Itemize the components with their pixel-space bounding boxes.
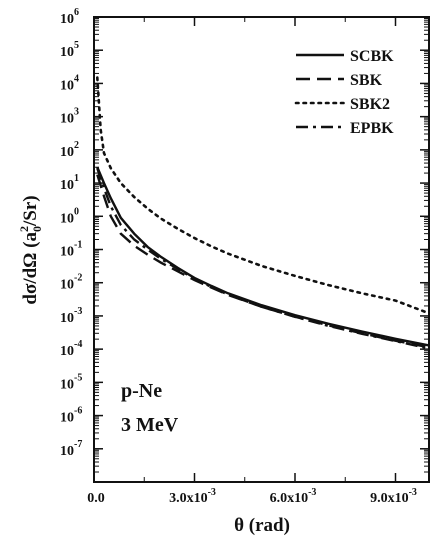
y-tick-label: 106 [60,7,79,27]
y-tick-exponent: 2 [74,140,79,151]
y-tick-label: 10-3 [60,306,82,326]
x-axis-ticks: 0.0 3.0x10-3 6.0x10-3 9.0x10-3 [87,17,417,506]
x-tick-label: 9.0x10-3 [370,487,417,506]
y-tick-label: 10-6 [60,406,82,426]
y-tick-label: 101 [60,173,79,193]
y-tick-label: 10-1 [60,240,82,260]
y-tick-exponent: 5 [74,40,79,51]
y-axis-label-tail: /Sr) [20,195,41,227]
y-axis-label-sup: 2 [17,226,31,232]
y-tick-exponent: -7 [74,439,82,450]
x-tick-label: 6.0x10-3 [270,487,317,506]
y-tick-label: 104 [60,73,79,93]
y-tick-label: 10-4 [60,339,82,359]
series-line-epbk [96,167,430,350]
annotation-system: p-Ne [121,380,162,402]
y-tick-label: 103 [60,107,79,127]
legend-label-scbk: SCBK [350,48,394,65]
annotation-energy: 3 MeV [121,414,179,436]
y-tick-label: 10-5 [60,372,82,392]
x-axis-label: θ (rad) [234,515,290,536]
y-tick-exponent: 4 [74,73,79,84]
legend-label-sbk: SBK [350,72,383,89]
x-tick-exponent: -3 [208,487,216,498]
y-tick-label: 102 [60,140,79,160]
y-tick-label: 10-2 [60,273,82,293]
y-tick-exponent: 6 [74,7,79,18]
y-tick-exponent: 1 [74,173,79,184]
y-tick-exponent: -2 [74,273,82,284]
y-axis-label-main: dσ/dΩ (a [20,232,41,305]
y-tick-label: 100 [60,206,79,226]
y-tick-exponent: 0 [74,206,79,217]
legend: SCBK SBK SBK2 EPBK [294,48,394,137]
x-tick-exponent: -3 [409,487,417,498]
x-tick-label: 0.0 [87,491,105,506]
y-tick-exponent: -1 [74,240,82,251]
y-tick-exponent: -6 [74,406,82,417]
x-tick-exponent: -3 [308,487,316,498]
series-line-sbk2 [96,76,431,315]
legend-label-epbk: EPBK [350,120,394,137]
series-line-scbk [96,166,430,347]
y-tick-exponent: -5 [74,372,82,383]
x-tick-label: 3.0x10-3 [169,487,216,506]
y-axis-label: dσ/dΩ (a02/Sr) [17,195,44,304]
y-axis-label-sub: 0 [30,226,44,232]
legend-label-sbk2: SBK2 [350,96,390,113]
series-lines [96,76,431,350]
y-tick-exponent: 3 [74,107,79,118]
y-tick-label: 105 [60,40,79,60]
y-tick-label: 10-7 [60,439,82,459]
y-tick-exponent: -3 [74,306,82,317]
series-line-sbk [96,174,430,349]
y-tick-exponent: -4 [74,339,82,350]
